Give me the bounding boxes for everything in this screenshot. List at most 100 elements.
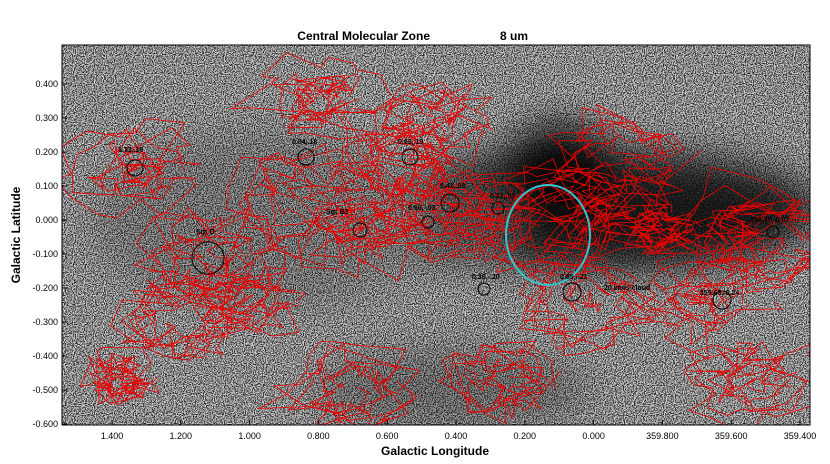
contour [225,148,389,243]
contour [437,348,547,420]
contour [646,184,805,273]
contour [440,190,510,240]
contour [563,282,602,314]
y-tick-label: 0.200 [35,147,58,157]
contour [515,170,673,259]
contour [406,170,542,264]
contour [133,211,278,290]
contour [242,142,363,267]
contour [135,211,290,305]
x-tick-label: 359.400 [784,431,817,441]
contour [278,72,360,130]
y-tick-label: -0.100 [32,249,58,259]
x-tick-label: 359.800 [646,431,679,441]
contour [505,184,604,259]
contour [360,122,452,195]
source-marker [712,290,732,310]
contour [462,363,535,406]
contour [129,278,245,359]
source-label: 0.50,-.03 [408,205,436,212]
image [62,45,810,425]
source-label: 0.21,.03 [490,193,515,200]
source-marker [352,222,368,238]
contour [624,210,686,248]
contour [370,81,494,161]
source-marker [191,241,225,275]
contour [229,52,401,140]
contour [384,88,468,149]
contour [173,227,237,276]
contour [716,347,791,413]
x-tick-label: 0.000 [582,431,605,441]
source-label: 359.47,-0.07 [750,217,789,224]
source-marker [440,193,460,213]
x-axis-label: Galactic Longitude [381,444,489,458]
contour [376,83,490,167]
source-label: Sgr D [196,229,215,236]
contour [309,365,382,415]
contour [190,273,289,334]
contour [397,176,537,260]
contour [486,357,536,405]
y-tick-label: 0.100 [35,181,58,191]
y-tick-label: 0.300 [35,113,58,123]
source-label: 0.30,-.20 [472,274,500,281]
contour [673,284,720,317]
contour [588,198,631,229]
contour [547,107,673,219]
contour [557,119,673,204]
contour [480,178,617,274]
y-tick-label: 0.000 [35,215,58,225]
contour [690,205,776,273]
contour [327,209,401,248]
contour [741,210,810,281]
contours [62,52,810,425]
contour [519,260,637,356]
source-marker [766,225,780,239]
x-tick-label: 1.000 [238,431,261,441]
contour [293,77,349,124]
contour [464,340,562,412]
x-tick-label: 0.200 [514,431,537,441]
contour [706,363,794,405]
contour [678,203,786,267]
contour [455,158,626,276]
contour [547,103,686,211]
contour [709,220,750,255]
x-tick-label: 0.600 [376,431,399,441]
contour [97,352,147,406]
contour [532,267,662,349]
contour [309,194,418,260]
contour [690,216,765,263]
source-label: 0.41,.03 [440,183,465,190]
contour [551,190,640,244]
contour [726,361,772,397]
contour [91,127,184,201]
contour [522,258,654,351]
x-tick-label: 359.600 [715,431,748,441]
contour [336,126,454,197]
contour [723,198,810,288]
source-label: 0.84,.18 [292,139,317,146]
contour [346,124,456,200]
contour [87,146,169,197]
contour [380,176,444,229]
contour [258,341,414,425]
x-tick-label: 1.200 [170,431,193,441]
contour [689,342,808,412]
x-tick-label: 0.400 [445,431,468,441]
source-label: 20 km/s cloud [604,285,650,292]
x-tick-label: 1.400 [101,431,124,441]
contour [118,151,166,190]
contour [504,161,670,267]
contour [109,279,238,359]
contour [322,197,410,266]
source-marker [126,159,144,177]
highlight-ellipse [505,184,591,286]
source-marker [562,282,582,302]
contour [89,359,138,399]
y-axis-label: Galactic Latitude [9,186,23,283]
contour [572,121,702,215]
contour [79,346,161,405]
